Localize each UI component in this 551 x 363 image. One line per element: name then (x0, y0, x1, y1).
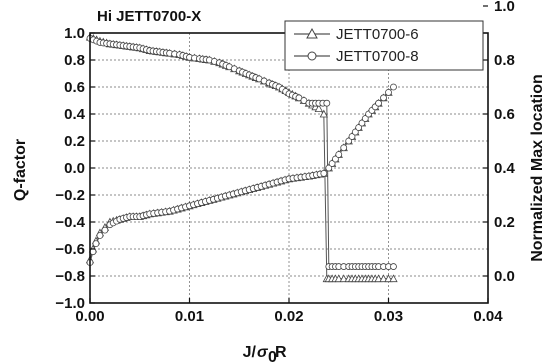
series-2 (86, 35, 397, 270)
y-tick-label: −0.2 (55, 187, 85, 204)
series-4 (86, 83, 397, 266)
circle-marker (358, 119, 366, 127)
triangle-marker (389, 274, 398, 283)
triangle-marker (314, 104, 324, 112)
x-tick-label: 0.03 (374, 308, 403, 325)
y-tick-label: −1.0 (55, 295, 85, 312)
y2-tick-label: 0.4 (494, 160, 516, 177)
circle-marker (340, 144, 348, 152)
y2-tick-label: 0.0 (494, 268, 515, 285)
x-axis-title-sigma: σ (257, 344, 269, 361)
legend-marker-circle (307, 51, 317, 61)
series-layer (85, 32, 398, 283)
chart-title: Hi JETT0700-X (97, 8, 201, 25)
triangle-marker (384, 274, 393, 283)
circle-marker (390, 263, 397, 270)
y-tick-label: 0.8 (64, 52, 85, 69)
x-tick-label: 0.04 (473, 308, 503, 325)
circle-marker (348, 133, 356, 140)
circle-marker (355, 124, 363, 131)
circle-marker (361, 115, 369, 122)
series-line (89, 86, 394, 263)
y-tick-label: 1.0 (64, 25, 85, 42)
x-axis-title: J/ σ 0 R (243, 344, 287, 363)
circle-marker (380, 94, 387, 102)
y-tick-label: 0.4 (64, 106, 86, 123)
y2-tick-label: 0.2 (494, 214, 515, 231)
y-tick-label: −0.4 (55, 214, 85, 231)
y-tick-label: 0.0 (64, 160, 85, 177)
y-tick-label: −0.6 (55, 241, 85, 258)
series-line (89, 92, 389, 260)
triangle-marker (339, 274, 348, 283)
legend-marker-triangle (306, 27, 318, 39)
circle-marker (320, 169, 328, 177)
x-tick-label: 0.00 (75, 308, 104, 325)
legend-label-series-1: JETT0700-6 (336, 26, 419, 43)
circle-marker (92, 240, 100, 248)
triangle-marker (319, 109, 328, 118)
x-axis-title-tail: R (275, 344, 287, 361)
y-tick-label: −0.8 (55, 268, 85, 285)
circle-marker (385, 89, 392, 96)
triangle-marker (334, 274, 343, 283)
circle-marker (351, 128, 359, 136)
circle-marker (96, 232, 104, 239)
y2-tick-label: 0.8 (494, 52, 515, 69)
circle-marker (323, 99, 331, 107)
legend: JETT0700-6 JETT0700-8 (284, 20, 484, 71)
y2-axis-title: Normalized Max location (529, 74, 546, 262)
y2-tick-label: 1.0 (494, 0, 515, 15)
circle-marker (335, 151, 343, 158)
legend-label-series-2: JETT0700-8 (336, 48, 419, 65)
triangle-marker (379, 274, 388, 283)
x-axis-title-sub: 0 (268, 349, 277, 363)
circle-marker (328, 160, 336, 167)
circle-marker (375, 99, 382, 107)
grid-layer (90, 33, 488, 303)
legend-box (284, 20, 484, 71)
y2-tick-label: 0.6 (494, 106, 515, 123)
x-axis-title-main: J/ (243, 344, 257, 361)
x-tick-label: 0.02 (274, 308, 303, 325)
circle-marker (345, 137, 353, 145)
circle-marker (325, 164, 333, 172)
circle-marker (390, 83, 397, 91)
series-3 (85, 88, 393, 264)
circle-marker (332, 155, 339, 163)
y-axis-title: Q-factor (12, 139, 29, 201)
y-tick-label: 0.6 (64, 79, 85, 96)
triangle-marker (374, 274, 383, 283)
x-tick-label: 0.01 (175, 308, 204, 325)
circle-marker (101, 226, 109, 234)
tick-layer: 0.00 0.01 0.02 0.03 0.04 1.0 0.8 0.6 0.4 0.2 0.0 −0… (55, 0, 515, 325)
y-tick-label: 0.2 (64, 133, 85, 150)
